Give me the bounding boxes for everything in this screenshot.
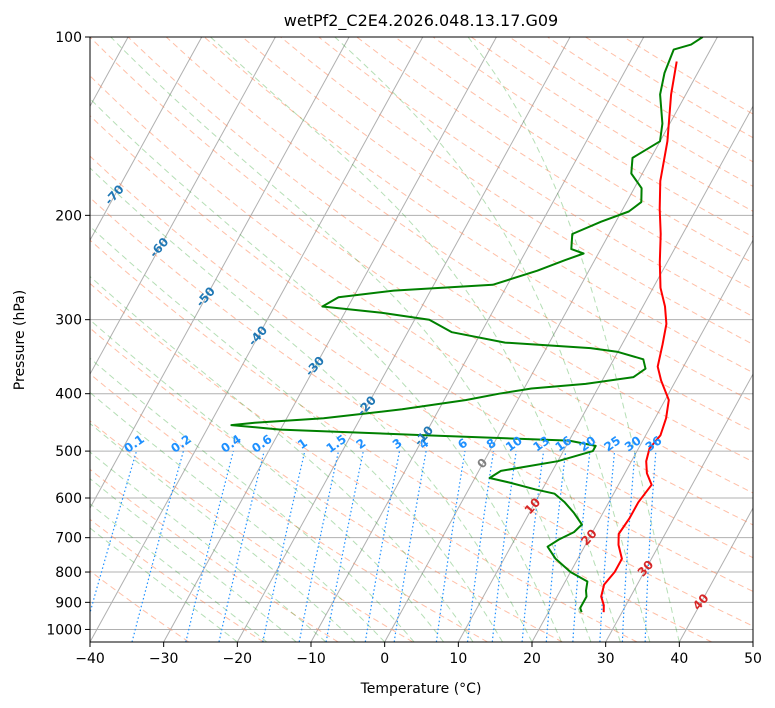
y-tick-label: 600 bbox=[55, 491, 82, 507]
isotherm-line bbox=[90, 37, 424, 642]
dry-adiabat-line bbox=[90, 420, 414, 642]
moist-adiabat-line bbox=[90, 451, 327, 642]
isotherm-line bbox=[90, 37, 203, 242]
x-tick-label: 30 bbox=[597, 651, 615, 667]
y-tick-label: 500 bbox=[55, 444, 82, 460]
temperature-profile bbox=[600, 61, 678, 613]
moist-adiabat-line bbox=[334, 37, 651, 642]
x-tick-label: 40 bbox=[670, 651, 688, 667]
dry-adiabat-line bbox=[90, 373, 488, 642]
moist-adiabat-line bbox=[90, 275, 474, 642]
plot-frame bbox=[89, 36, 754, 643]
mixing-ratio-line bbox=[262, 450, 306, 642]
moist-adiabat-line bbox=[90, 225, 503, 642]
dry-adiabat-line bbox=[90, 155, 753, 592]
isotherm-line bbox=[90, 37, 276, 376]
dry-adiabat-line bbox=[90, 570, 190, 642]
moist-adiabat-line bbox=[467, 37, 680, 642]
dry-adiabat-line bbox=[90, 282, 638, 642]
moist-adiabat-line bbox=[210, 37, 621, 642]
dry-adiabat-line bbox=[90, 239, 712, 642]
mixing-ratio-line bbox=[521, 451, 545, 642]
dry-adiabat-line bbox=[165, 37, 753, 432]
y-tick-label: 800 bbox=[55, 565, 82, 581]
mixing-ratio-line bbox=[218, 450, 265, 642]
x-tick-label: −20 bbox=[223, 651, 253, 667]
dry-adiabat-line bbox=[242, 37, 753, 374]
mixing-ratio-line bbox=[545, 451, 567, 642]
isotherm-line bbox=[236, 37, 571, 642]
dry-adiabat-line bbox=[90, 468, 339, 642]
mixing-ratio-line bbox=[435, 450, 466, 642]
y-tick-label: 900 bbox=[55, 595, 82, 611]
y-tick-label: 1000 bbox=[46, 622, 82, 638]
chart-title: wetPf2_C2E4.2026.048.13.17.G09 bbox=[284, 11, 558, 31]
dry-adiabat-line bbox=[203, 37, 753, 403]
x-tick-label: 10 bbox=[449, 651, 467, 667]
isotherm-line bbox=[457, 105, 753, 642]
x-tick-label: 20 bbox=[523, 651, 541, 667]
dry-adiabat-line bbox=[90, 75, 753, 526]
mixing-ratio-line bbox=[491, 451, 517, 642]
isotherm-line bbox=[678, 507, 753, 642]
mixing-ratio-line bbox=[466, 451, 495, 642]
x-tick-label: −10 bbox=[296, 651, 326, 667]
moist-adiabat-line bbox=[90, 319, 444, 642]
y-tick-label: 400 bbox=[55, 387, 82, 403]
mixing-ratio-line bbox=[131, 450, 184, 642]
x-tick-label: −40 bbox=[75, 651, 105, 667]
y-tick-label: 300 bbox=[55, 313, 82, 329]
x-axis-label: Temperature (°C) bbox=[360, 681, 482, 697]
isotherm-line bbox=[310, 37, 645, 642]
plot-area bbox=[90, 37, 753, 642]
moist-adiabat-line bbox=[110, 37, 592, 642]
y-tick-label: 700 bbox=[55, 531, 82, 547]
mixing-ratio-line bbox=[572, 451, 591, 642]
isotherm-line bbox=[90, 37, 350, 510]
x-tick-label: −30 bbox=[149, 651, 179, 667]
moist-adiabat-line bbox=[90, 97, 562, 642]
dry-adiabat-line bbox=[90, 114, 753, 559]
y-tick-label: 200 bbox=[55, 208, 82, 224]
moist-adiabat-line bbox=[90, 391, 386, 642]
dry-adiabat-line bbox=[90, 327, 563, 642]
dry-adiabat-line bbox=[318, 37, 753, 318]
x-tick-label: 50 bbox=[744, 651, 762, 667]
mixing-ratio-line bbox=[90, 450, 138, 615]
y-tick-label: 100 bbox=[55, 30, 82, 46]
axes: −40 −30 −20 −10 0 10 20 30 40 50 100 200 300 400 500 60… bbox=[46, 30, 762, 667]
moist-adiabat-line bbox=[90, 422, 356, 642]
mixing-ratio-line bbox=[185, 450, 234, 642]
y-axis-label: Pressure (hPa) bbox=[12, 290, 28, 390]
dry-adiabat-line bbox=[356, 37, 753, 290]
dry-adiabat-line bbox=[90, 518, 264, 642]
isotherm-line bbox=[531, 239, 753, 642]
x-tick-label: 0 bbox=[380, 651, 389, 667]
isotherm-line bbox=[605, 373, 753, 642]
dewpoint-profile bbox=[230, 37, 704, 613]
moist-adiabat-line bbox=[90, 167, 533, 642]
isotherm-line bbox=[163, 37, 497, 642]
isotherm-line bbox=[384, 37, 718, 642]
dry-adiabat-line bbox=[90, 196, 753, 627]
